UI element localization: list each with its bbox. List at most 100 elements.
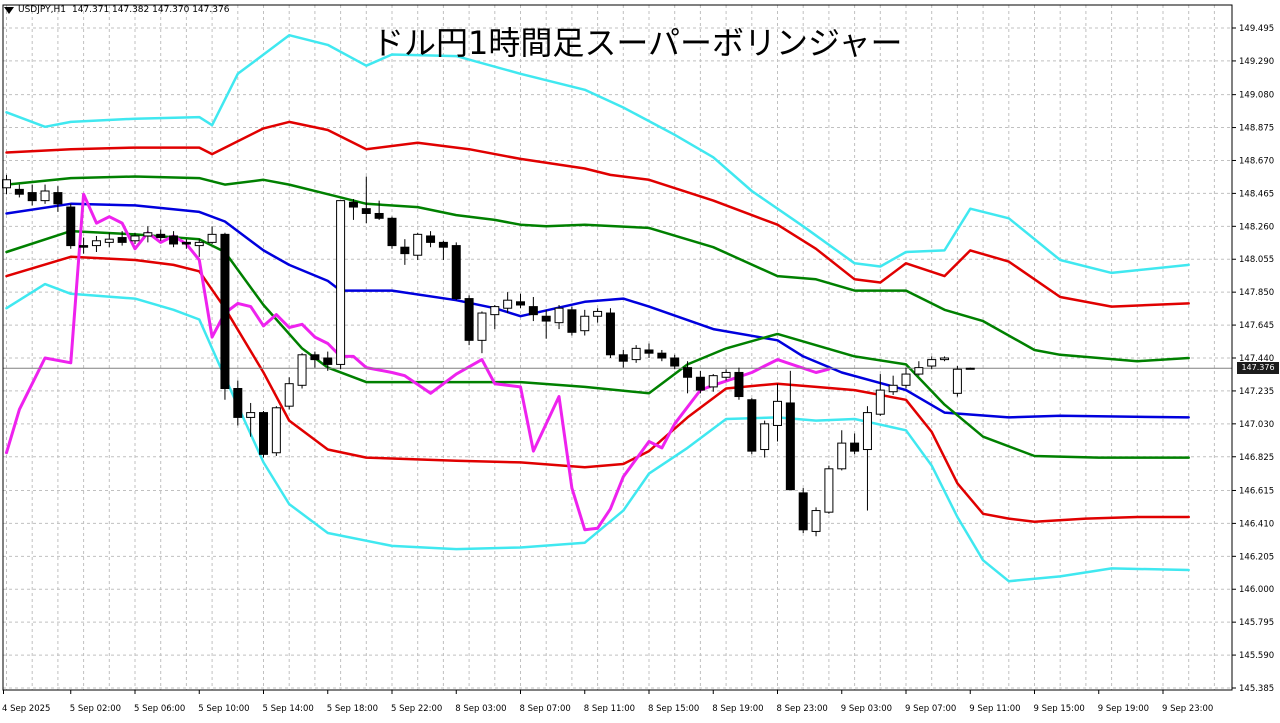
x-tick-label: 8 Sep 23:00 <box>777 704 828 714</box>
candle-body-up <box>2 179 11 189</box>
y-tick-label: 148.875 <box>1239 124 1274 134</box>
candle-body-down <box>683 367 693 378</box>
candle-body-up <box>914 367 924 375</box>
x-tick-label: 9 Sep 23:00 <box>1162 704 1213 714</box>
x-tick-label: 9 Sep 19:00 <box>1098 704 1149 714</box>
candle-body-up <box>297 354 307 386</box>
candle-body-down <box>695 376 705 391</box>
candle-body-down <box>850 442 860 452</box>
candle <box>760 420 770 458</box>
candle <box>657 349 667 362</box>
candle <box>40 184 50 204</box>
candle-body-up <box>246 412 256 418</box>
candle <box>207 226 217 244</box>
candle-body-down <box>734 371 744 398</box>
candle <box>413 232 423 261</box>
candle-body-down <box>156 233 166 239</box>
candle-body-down <box>79 245 89 248</box>
candle <box>541 309 551 339</box>
candle <box>516 293 525 309</box>
dropdown-triangle-icon[interactable] <box>4 6 14 14</box>
candle <box>875 374 885 416</box>
candle-body-down <box>348 201 358 208</box>
candle <box>336 200 346 370</box>
candle-body-down <box>516 301 525 306</box>
candle <box>593 308 603 323</box>
series-line-band_lower_2 <box>5 255 1190 524</box>
candle-body-up <box>708 375 718 388</box>
candle <box>580 309 590 336</box>
candle-body-up <box>207 233 217 243</box>
x-tick-label: 5 Sep 14:00 <box>263 704 314 714</box>
y-tick-label: 148.055 <box>1239 255 1274 265</box>
x-tick-label: 8 Sep 15:00 <box>648 704 699 714</box>
candle <box>888 375 898 395</box>
candle-body-up <box>875 389 885 415</box>
candle <box>169 231 179 248</box>
candle <box>785 370 795 491</box>
y-tick-label: 146.410 <box>1239 519 1274 529</box>
candle-body-up <box>593 310 603 317</box>
candle-body-down <box>567 309 577 333</box>
candle-body-up <box>811 510 821 532</box>
candle-body-up <box>965 367 975 370</box>
candle <box>233 380 243 426</box>
series-line-band_lower_1 <box>5 229 1190 459</box>
candle-body-up <box>721 371 731 378</box>
candle <box>181 239 191 249</box>
candle-body-up <box>91 240 101 247</box>
candle <box>66 203 76 249</box>
candle-body-up <box>888 384 898 393</box>
candle-body-up <box>940 357 950 361</box>
y-tick-label: 146.000 <box>1239 585 1274 595</box>
candle <box>374 200 384 220</box>
y-tick-label: 148.260 <box>1239 222 1274 232</box>
candle-body-down <box>798 492 808 531</box>
candle <box>91 235 101 253</box>
axis-layer: 149.495 149.290 149.080 148.875 148.670 148.4… <box>2 4 1274 714</box>
chart-title: ドル円1時間足スーパーボリンジャー <box>372 24 903 62</box>
current-price-tag: 147.376 <box>1237 362 1279 375</box>
x-tick-label: 5 Sep 02:00 <box>70 704 121 714</box>
candle <box>310 351 320 368</box>
candle <box>438 240 448 261</box>
candle-body-down <box>657 352 667 359</box>
candle <box>271 406 281 456</box>
candle <box>901 367 911 389</box>
candle-body-down <box>387 217 397 247</box>
grid-layer <box>3 5 1232 690</box>
series-line-band_upper_3 <box>5 33 1190 275</box>
candle <box>130 232 140 244</box>
candle <box>220 232 230 400</box>
x-tick-label: 9 Sep 03:00 <box>841 704 892 714</box>
candle <box>387 216 397 249</box>
candle <box>194 239 204 257</box>
y-tick-label: 145.590 <box>1239 651 1274 661</box>
candle-body-up <box>760 423 770 451</box>
candle-body-down <box>169 235 179 245</box>
candle-body-down <box>464 298 474 341</box>
candle <box>773 383 782 442</box>
candle-body-up <box>862 412 872 451</box>
candle <box>747 398 757 455</box>
candle <box>53 186 63 212</box>
candle-body-down <box>53 192 63 205</box>
candle <box>927 356 937 370</box>
x-tick-label: 9 Sep 11:00 <box>969 704 1020 714</box>
candle <box>27 184 37 206</box>
candle <box>670 354 680 370</box>
y-tick-label: 147.030 <box>1239 420 1274 430</box>
candle <box>104 232 114 248</box>
candle-body-up <box>413 233 423 256</box>
x-tick-label: 5 Sep 06:00 <box>134 704 185 714</box>
y-tick-label: 145.385 <box>1239 684 1274 694</box>
candle <box>503 292 513 314</box>
series-line-band_upper_2 <box>5 120 1190 308</box>
candle-body-down <box>310 354 320 361</box>
candle-body-up <box>927 359 937 367</box>
candle-body-down <box>117 237 127 243</box>
candle-body-up <box>837 442 847 470</box>
candle-body-up <box>477 312 487 341</box>
candle-body-down <box>66 206 76 247</box>
candle-body-up <box>631 347 641 361</box>
